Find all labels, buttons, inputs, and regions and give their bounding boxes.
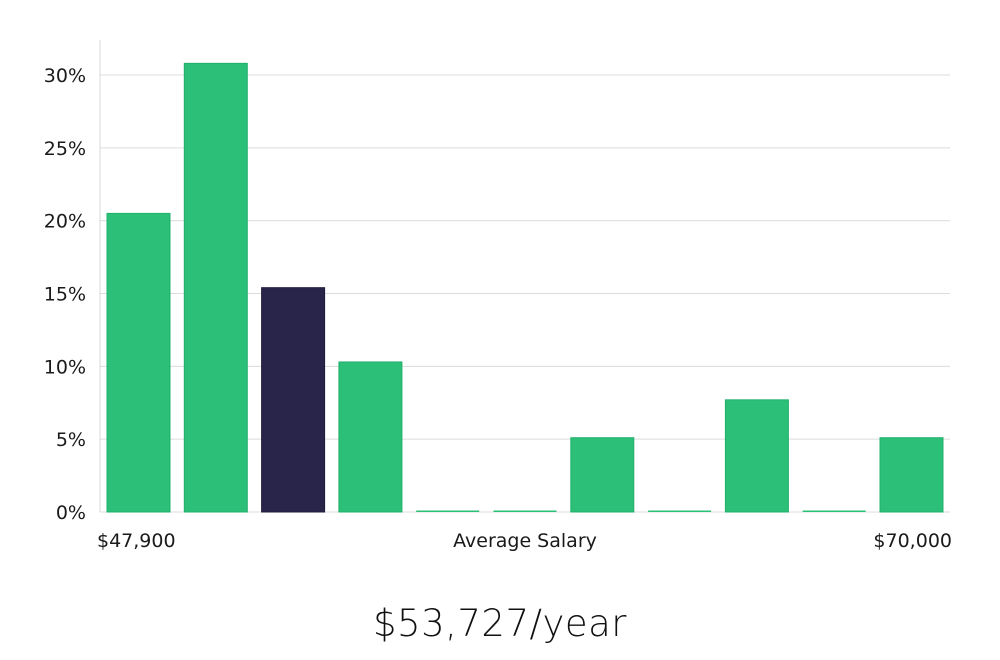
bar	[106, 212, 171, 513]
bar	[570, 437, 635, 513]
y-tick-label: 10%	[44, 356, 86, 378]
y-tick-label: 25%	[44, 138, 86, 160]
y-tick-label: 5%	[56, 429, 86, 451]
average-salary-label: $53,727/year	[372, 602, 627, 645]
bar	[879, 437, 944, 513]
bar	[183, 62, 248, 513]
y-tick-labels: 0% 5% 10% 15% 20% 25% 30%	[44, 65, 86, 524]
bars	[106, 62, 944, 513]
bar	[493, 510, 557, 512]
bar	[724, 399, 789, 513]
y-tick-label: 30%	[44, 65, 86, 87]
bar	[648, 510, 712, 512]
salary-distribution-chart: 0% 5% 10% 15% 20% 25% 30% $47,900 Average Sala…	[44, 40, 952, 552]
x-max-label: $70,000	[873, 530, 952, 552]
highlighted-bar	[261, 287, 326, 513]
y-tick-label: 15%	[44, 284, 86, 306]
bar	[416, 510, 480, 512]
salary-histogram: 0% 5% 10% 15% 20% 25% 30% $47,900 Average Sala…	[44, 40, 952, 552]
bar	[338, 361, 403, 513]
y-tick-label: 0%	[56, 502, 86, 524]
x-axis-title: Average Salary	[453, 530, 597, 552]
y-tick-label: 20%	[44, 211, 86, 233]
x-min-label: $47,900	[97, 530, 176, 552]
bar	[802, 510, 866, 512]
